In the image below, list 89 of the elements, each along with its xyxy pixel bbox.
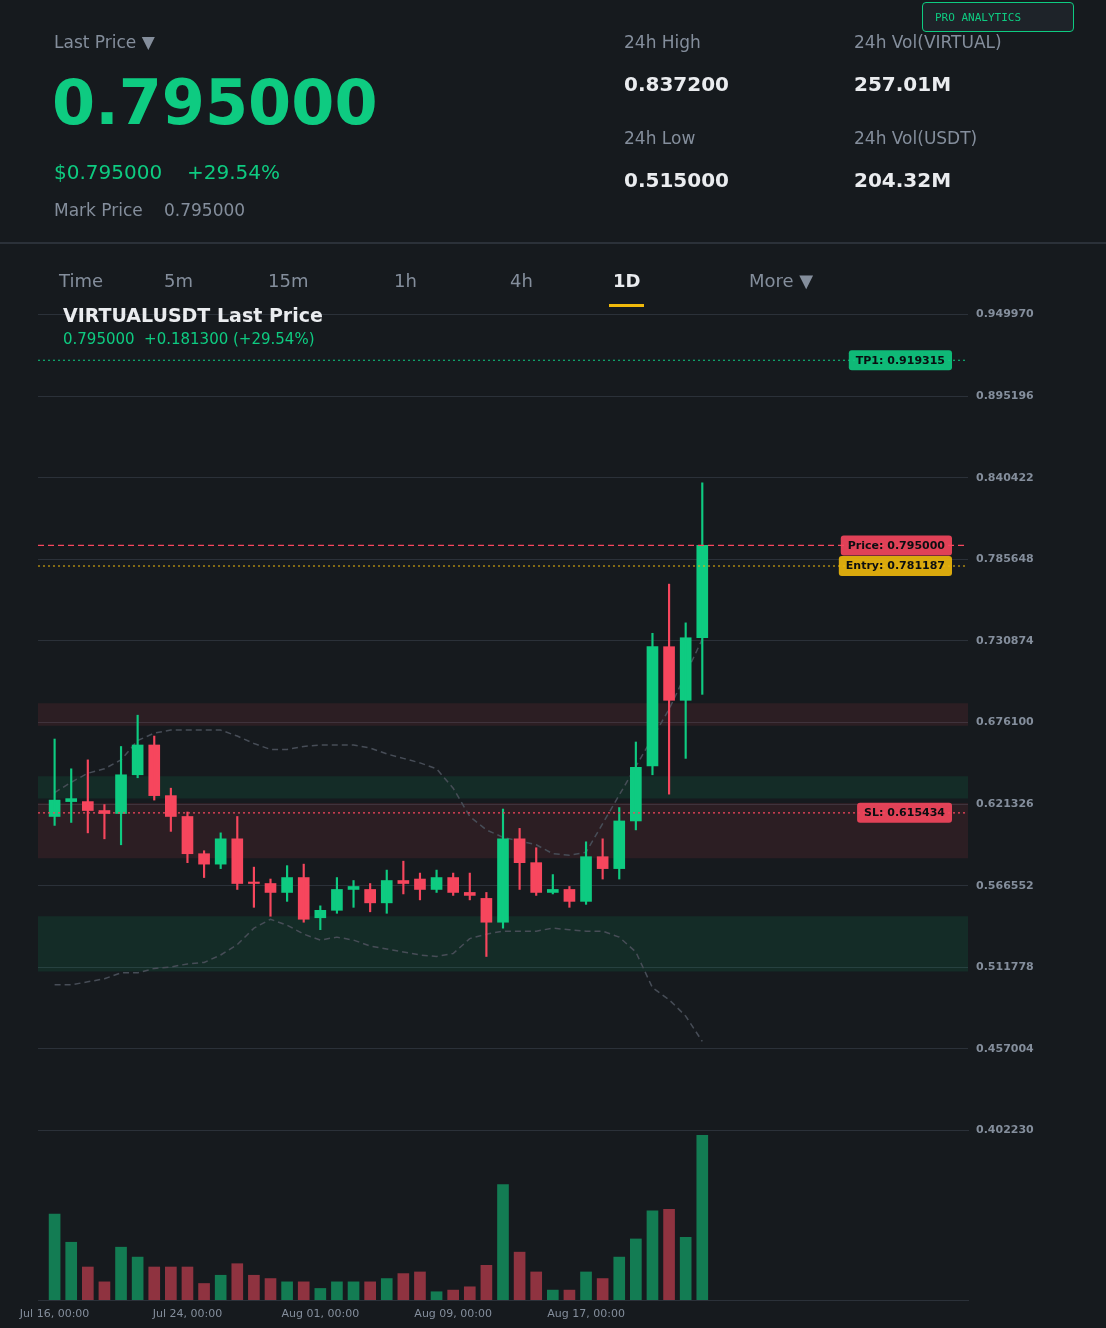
bar: [696, 1135, 709, 1300]
text: 0.515000: [624, 168, 730, 192]
bar: [314, 1288, 327, 1300]
bar: [563, 1289, 576, 1300]
bar: [181, 1266, 194, 1300]
bar: [414, 1271, 426, 1300]
text: $0.795000: [54, 160, 163, 184]
text: 24h High: [624, 32, 701, 52]
x-tick-label: Aug 17, 00:00: [547, 1307, 625, 1321]
bar: [297, 1281, 310, 1300]
y-tick-label: 0.949970: [976, 307, 1035, 321]
text: Mark Price: [54, 200, 143, 220]
ref-line-label: TP1: 0.919315: [855, 353, 945, 367]
text: 0.837200: [624, 72, 730, 96]
y-tick-label: 0.676100: [976, 715, 1035, 729]
bar: [281, 1281, 293, 1300]
bar: [364, 1281, 376, 1300]
bar: [81, 1266, 94, 1300]
x-tick-label: Aug 09, 00:00: [414, 1307, 493, 1321]
ref-line-label: SL: 0.615434: [864, 806, 946, 820]
y-tick-label: 0.457004: [976, 1041, 1035, 1055]
text: Last Price ▼: [54, 32, 155, 52]
y-tick-label: 0.621326: [976, 796, 1035, 810]
y-tick-label: 0.840422: [976, 470, 1034, 484]
bar: [397, 1273, 410, 1300]
x-tick-label: Aug 01, 00:00: [281, 1307, 360, 1321]
bar: [131, 1256, 144, 1300]
bar: [546, 1289, 559, 1300]
text: 204.32M: [854, 168, 952, 192]
bar: [380, 1278, 393, 1300]
bar: [613, 1256, 626, 1300]
ref-line-label: Price: 0.795000: [847, 538, 946, 552]
x-tick-label: Jul 16, 00:00: [18, 1307, 90, 1321]
x-tick-label: Jul 24, 00:00: [151, 1307, 223, 1321]
bar: [679, 1236, 692, 1300]
text: Time: [59, 270, 104, 291]
text: 24h Low: [624, 128, 696, 148]
y-tick-label: 0.566552: [976, 878, 1034, 892]
bar: [248, 1274, 260, 1300]
text: 257.01M: [854, 72, 952, 96]
y-tick-label: 0.785648: [976, 552, 1034, 566]
text: 1D: [613, 270, 641, 291]
bar: [231, 1263, 244, 1300]
text: More ▼: [749, 270, 814, 291]
bar: [530, 1271, 543, 1300]
text: 24h Vol(VIRTUAL): [854, 32, 1002, 52]
bar: [663, 1208, 675, 1300]
y-tick-label: 0.402230: [976, 1123, 1035, 1137]
bar: [198, 1283, 210, 1300]
y-tick-label: 0.895196: [976, 389, 1035, 403]
candlestick: [463, 872, 476, 901]
bar: [513, 1251, 526, 1300]
text: 24h Vol(USDT): [854, 128, 978, 148]
text: PRO ANALYTICS: [922, 2, 1074, 32]
bar: [165, 1266, 177, 1300]
line-series: [53, 918, 704, 1043]
bar: [463, 1286, 476, 1300]
bar: [580, 1271, 592, 1300]
bar: [148, 1266, 161, 1300]
text: 0.795000 +0.181300 (+29.54%): [63, 330, 315, 348]
bar: [447, 1289, 460, 1300]
text: +29.54%: [187, 160, 281, 184]
bar: [214, 1274, 227, 1300]
bar: [596, 1278, 609, 1300]
text: 1h: [394, 270, 417, 291]
ref-line-label: Entry: 0.781187: [845, 559, 945, 573]
text: 5m: [164, 270, 193, 291]
text: 15m: [268, 270, 309, 291]
candlestick: [65, 768, 78, 823]
y-tick-label: 0.730874: [976, 633, 1035, 647]
bar: [264, 1278, 277, 1300]
chart-title: VIRTUALUSDT Last Price: [63, 304, 323, 326]
bar: [115, 1246, 127, 1300]
bar: [347, 1281, 360, 1300]
bar: [430, 1291, 443, 1300]
bar: [98, 1281, 111, 1300]
bar: [331, 1281, 343, 1300]
bar: [497, 1184, 509, 1300]
candlestick: [546, 874, 559, 895]
text: 0.795000: [52, 66, 378, 139]
bar: [480, 1265, 493, 1300]
y-tick-label: 0.511778: [976, 960, 1034, 974]
text: 4h: [510, 270, 533, 291]
line-series: [53, 638, 704, 856]
text: 0.795000: [164, 200, 246, 220]
bar: [630, 1238, 642, 1300]
bar: [48, 1213, 61, 1300]
bar: [646, 1210, 659, 1300]
bar: [65, 1241, 78, 1300]
